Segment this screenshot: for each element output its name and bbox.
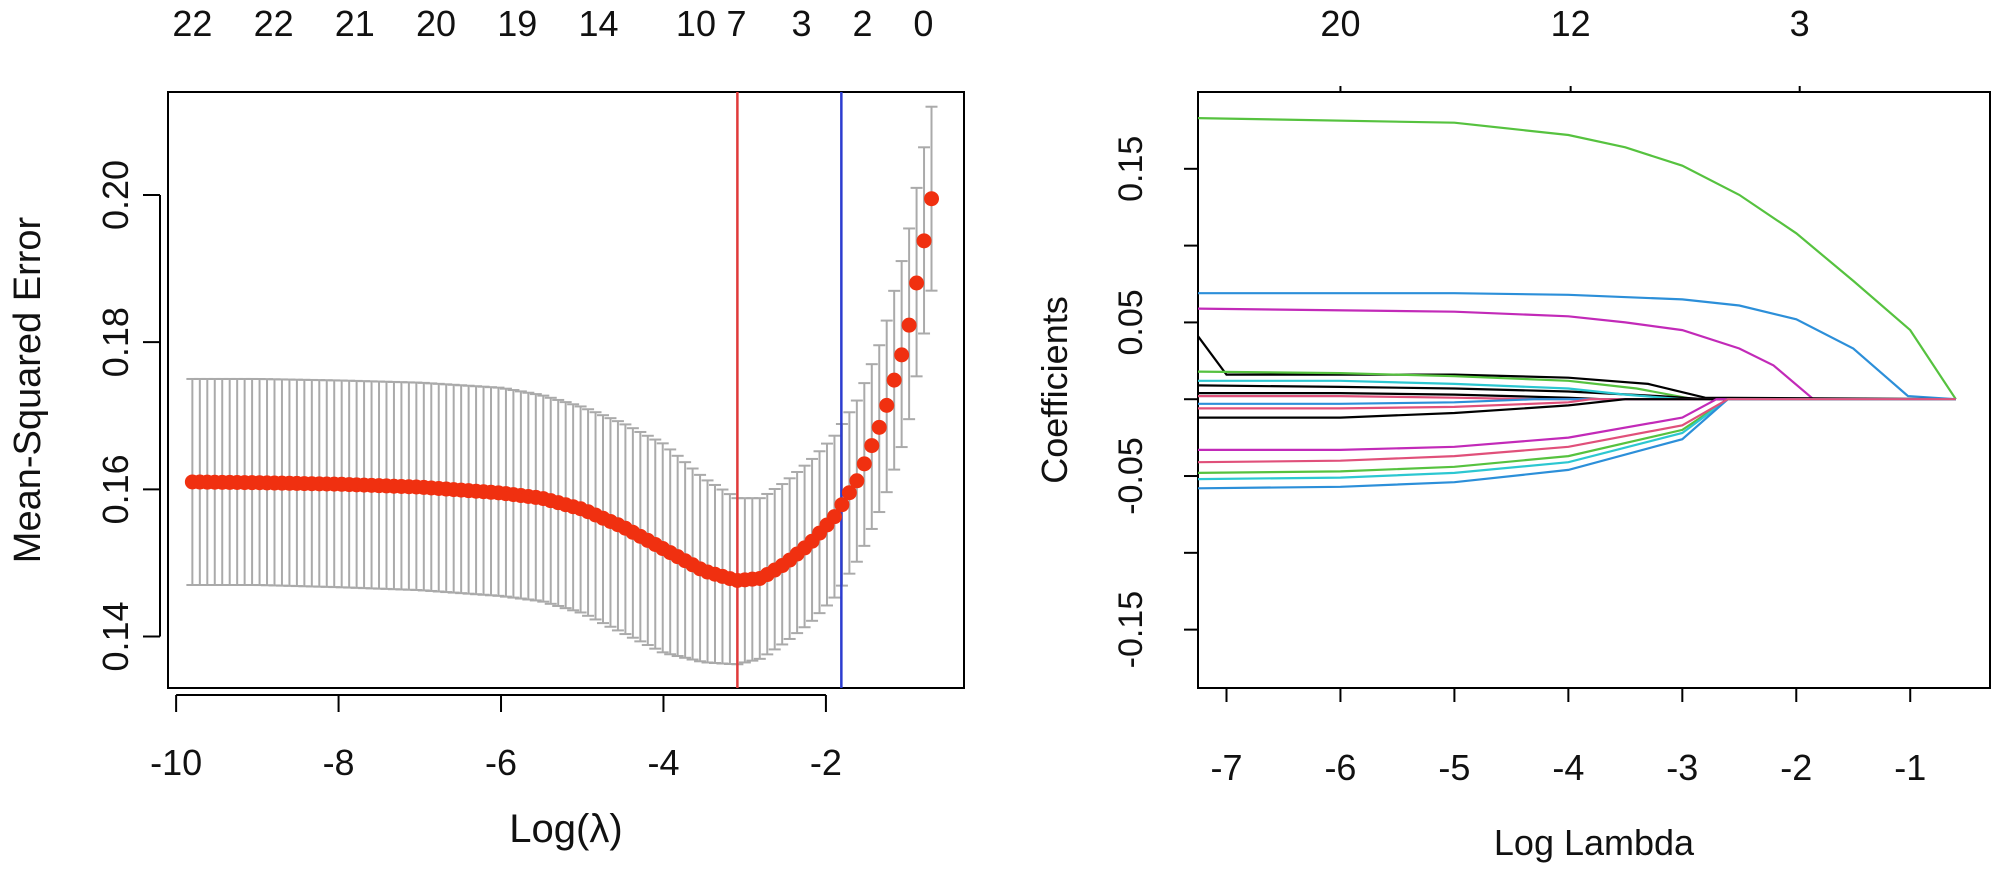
top-count-label: 14	[578, 3, 618, 44]
coefficient-paths	[1197, 117, 1957, 490]
mse-point	[826, 509, 842, 525]
y-tick-label: 0.20	[95, 160, 136, 230]
y-tick-label: 0.16	[95, 454, 136, 524]
mse-point	[886, 372, 902, 388]
top-count-label: 0	[913, 3, 933, 44]
coefficient-path	[1198, 398, 1956, 451]
top-count-label: 12	[1551, 3, 1591, 44]
coefficient-path	[1198, 292, 1956, 401]
coefficient-path	[1197, 398, 1956, 490]
top-count-label: 20	[416, 3, 456, 44]
y-tick-label: 0.05	[1112, 289, 1150, 355]
y-tick-label: 0.15	[1112, 136, 1150, 202]
x-tick-label: -8	[323, 742, 355, 783]
top-count-label: 7	[727, 3, 747, 44]
x-tick-label: -6	[1324, 747, 1356, 788]
x-tick-label: -1	[1894, 747, 1926, 788]
mse-point	[841, 485, 857, 501]
mse-point	[879, 397, 895, 413]
cv-y-axis: 0.14 0.16 0.18 0.20	[95, 160, 161, 672]
coef-y-axis: -0.15 -0.05 0.05 0.15	[1112, 136, 1198, 669]
mse-point	[909, 275, 925, 291]
cv-plot-frame	[167, 91, 965, 689]
mse-point	[849, 473, 865, 489]
x-tick-label: -7	[1210, 747, 1242, 788]
coefficient-path	[1197, 307, 1956, 401]
mse-point	[834, 497, 850, 513]
cv-lambda-lines	[736, 92, 843, 688]
top-count-label: 19	[497, 3, 537, 44]
x-tick-label: -2	[1780, 747, 1812, 788]
x-tick-label: -4	[647, 742, 679, 783]
top-count-label: 2	[852, 3, 872, 44]
top-count-label: 22	[254, 3, 294, 44]
x-tick-label: -2	[810, 742, 842, 783]
coef-y-axis-label: Coefficients	[1034, 296, 1075, 483]
x-tick-label: -6	[485, 742, 517, 783]
x-tick-label: -5	[1438, 747, 1470, 788]
cv-mse-panel: -10 -8 -6 -4 -2 0.14 0.16 0.18 0.20 22 22 21 20 19 1…	[7, 3, 965, 851]
cv-y-axis-label: Mean-Squared Error	[7, 216, 49, 563]
cv-mse-points	[184, 191, 940, 588]
top-count-label: 21	[335, 3, 375, 44]
coef-x-axis-label: Log Lambda	[1494, 822, 1695, 863]
mse-point	[856, 456, 872, 472]
mse-point	[916, 233, 932, 249]
y-tick-label: -0.05	[1112, 437, 1150, 515]
cv-top-axis: 22 22 21 20 19 14 10 7 3 2 0	[172, 3, 933, 44]
x-tick-label: -10	[150, 742, 202, 783]
coefficient-path-panel: -7 -6 -5 -4 -3 -2 -1 -0.15-0.050.050.15 20 12 3 …	[1034, 3, 1991, 863]
y-tick-label: 0.18	[95, 307, 136, 377]
x-tick-label: -4	[1552, 747, 1584, 788]
y-tick-label: -0.15	[1112, 591, 1150, 669]
top-count-label: 20	[1320, 3, 1360, 44]
mse-point	[871, 419, 887, 435]
top-count-label: 3	[792, 3, 812, 44]
coef-plot-frame	[1197, 91, 1991, 689]
cv-x-axis-label: Log(λ)	[509, 807, 622, 851]
mse-point	[864, 438, 880, 454]
top-count-label: 10	[676, 3, 716, 44]
mse-point	[894, 347, 910, 363]
x-tick-label: -3	[1666, 747, 1698, 788]
coefficient-path	[1197, 117, 1957, 400]
coef-x-axis: -7 -6 -5 -4 -3 -2 -1	[1210, 688, 1926, 788]
top-count-label: 3	[1790, 3, 1810, 44]
coefficient-path	[1197, 398, 1956, 464]
top-count-label: 22	[172, 3, 212, 44]
coef-top-axis: 20 12 3	[1320, 3, 1810, 92]
y-tick-label: 0.14	[95, 601, 136, 671]
mse-point	[901, 317, 917, 333]
coefficient-path	[1197, 335, 1956, 401]
mse-point	[924, 191, 940, 207]
cv-x-axis: -10 -8 -6 -4 -2	[150, 694, 842, 783]
coefficient-path	[1198, 398, 1956, 419]
cv-error-bars	[186, 105, 938, 666]
